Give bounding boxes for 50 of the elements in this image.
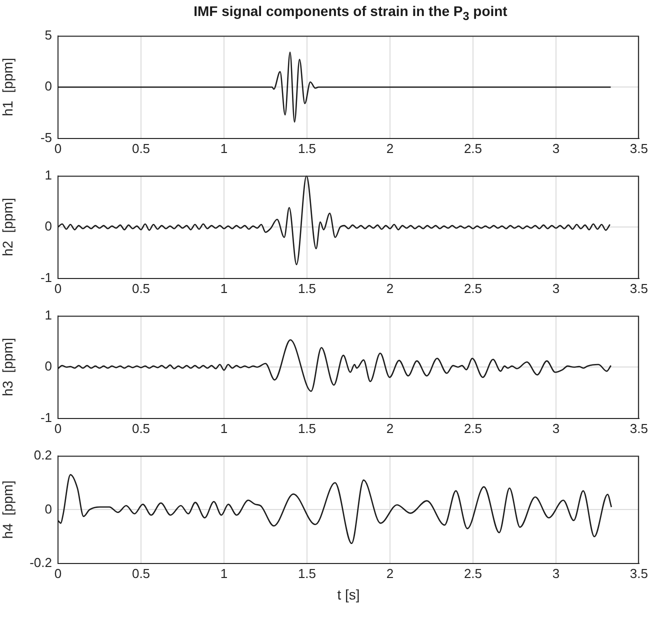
x-tick-label: 2.5 <box>464 420 482 436</box>
x-tick-label: 0.5 <box>132 140 150 156</box>
x-tick-label: 2 <box>386 420 394 436</box>
y-tick-label: -5 <box>40 130 52 145</box>
x-tick-label: 2 <box>386 280 394 296</box>
y-tick-label: -1 <box>40 270 52 285</box>
y-tick-label: 0 <box>44 218 52 234</box>
x-tick-label: 0 <box>54 420 62 436</box>
x-tick-label: 1 <box>220 420 228 436</box>
x-tick-label: 3 <box>552 280 560 296</box>
y-tick-label: -0.2 <box>30 555 52 570</box>
y-axis-title: h1 [ppm] <box>0 58 16 116</box>
x-axis-title: t [s] <box>337 586 360 602</box>
x-tick-label: 0.5 <box>132 420 150 436</box>
x-tick-label: 1 <box>220 566 228 581</box>
x-tick-label: 1.5 <box>298 280 316 296</box>
y-tick-label: 0 <box>44 501 52 516</box>
x-tick-label: 1 <box>220 280 228 296</box>
x-tick-label: 0 <box>54 140 62 156</box>
x-tick-label: 0.5 <box>132 566 150 581</box>
x-tick-label: 2.5 <box>464 280 482 296</box>
y-axis-title: h3 [ppm] <box>0 338 16 396</box>
y-tick-label: 0.2 <box>34 447 52 462</box>
x-tick-label: 1 <box>220 140 228 156</box>
y-axis-title: h4 [ppm] <box>0 480 16 539</box>
x-tick-label: 2.5 <box>464 140 482 156</box>
x-tick-label: 1.5 <box>298 420 316 436</box>
x-tick-label: 1.5 <box>298 140 316 156</box>
x-tick-label: 0 <box>54 280 62 296</box>
y-tick-label: 1 <box>44 307 52 322</box>
x-tick-label: 3 <box>552 420 560 436</box>
x-tick-label: 3 <box>552 140 560 156</box>
x-tick-label: 3 <box>552 566 560 581</box>
x-tick-label: 3.5 <box>630 420 648 436</box>
y-tick-label: -1 <box>40 410 52 425</box>
y-axis-title: h2 [ppm] <box>0 198 16 256</box>
y-tick-label: 1 <box>44 167 52 182</box>
x-tick-label: 1.5 <box>298 566 316 581</box>
x-tick-label: 3.5 <box>630 566 648 581</box>
x-tick-label: 2 <box>386 566 394 581</box>
y-tick-label: 5 <box>44 27 52 42</box>
x-tick-label: 3.5 <box>630 140 648 156</box>
x-tick-label: 2 <box>386 140 394 156</box>
y-tick-label: 0 <box>44 78 52 94</box>
x-tick-label: 3.5 <box>630 280 648 296</box>
chart-title: IMF signal components of strain in the P$_{3}$ point <box>192 2 508 23</box>
x-tick-label: 0 <box>54 566 62 581</box>
y-tick-label: 0 <box>44 358 52 374</box>
x-tick-label: 0.5 <box>132 280 150 296</box>
x-tick-label: 2.5 <box>464 566 482 581</box>
